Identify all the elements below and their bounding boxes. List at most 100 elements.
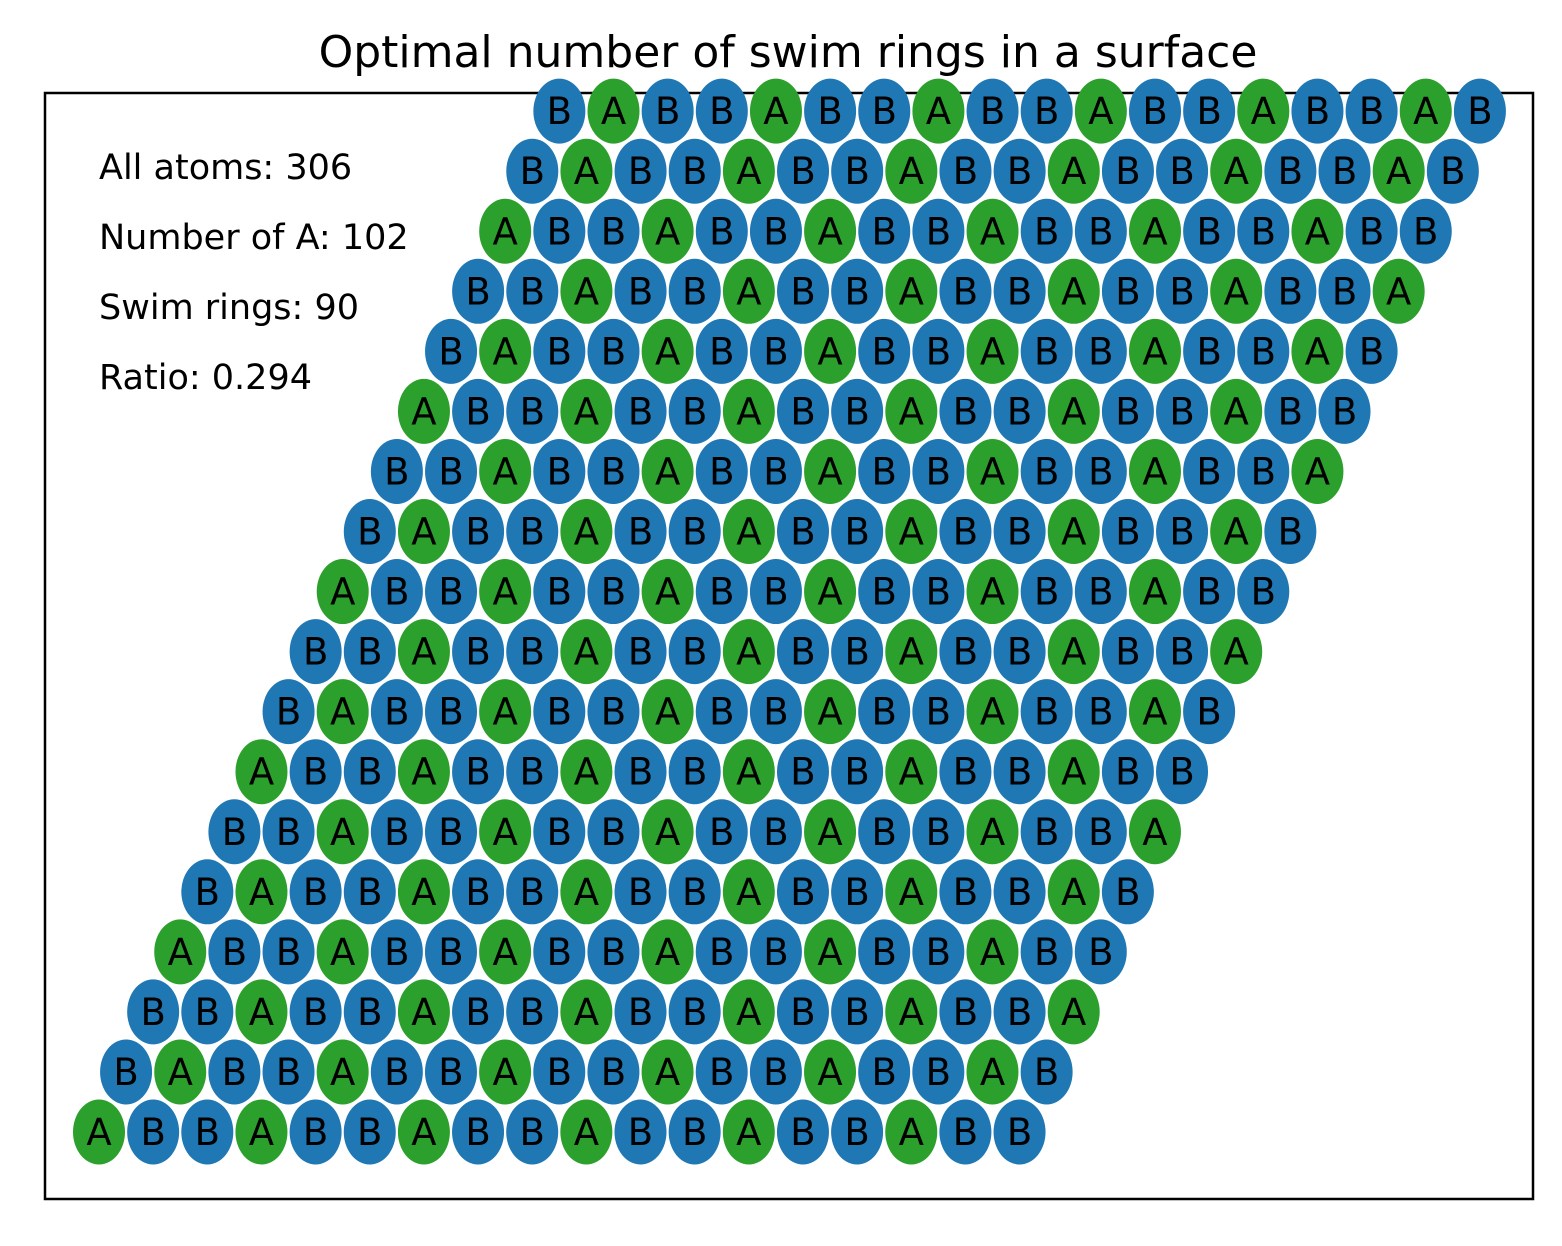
atom-b bbox=[1183, 679, 1236, 745]
atom-b bbox=[208, 799, 261, 865]
atom-b bbox=[1074, 559, 1127, 625]
atom-label: A bbox=[817, 1051, 842, 1094]
atom-a bbox=[749, 78, 802, 144]
atom-label: B bbox=[357, 631, 382, 674]
atom-label: B bbox=[1440, 150, 1465, 193]
atom-label: A bbox=[1061, 631, 1086, 674]
atom-b bbox=[1183, 559, 1236, 625]
atom-b bbox=[370, 919, 423, 985]
atom-b bbox=[208, 919, 261, 985]
atom-b bbox=[993, 1099, 1046, 1165]
atom-label: B bbox=[1196, 90, 1221, 133]
atom-label: B bbox=[763, 931, 788, 974]
atom-b bbox=[533, 1039, 586, 1105]
atom-label: B bbox=[872, 691, 897, 734]
atom-label: B bbox=[1007, 270, 1032, 313]
atom-label: A bbox=[249, 991, 274, 1034]
atom-b bbox=[749, 318, 802, 384]
atom-b bbox=[695, 198, 748, 264]
atom-label: A bbox=[574, 631, 599, 674]
atom-label: B bbox=[113, 1051, 138, 1094]
atom-label: B bbox=[1088, 931, 1113, 974]
atom-b bbox=[1156, 619, 1209, 685]
atom-b bbox=[939, 138, 992, 204]
atom-label: B bbox=[628, 751, 653, 794]
atom-label: B bbox=[1007, 511, 1032, 554]
atom-a bbox=[397, 619, 450, 685]
atom-label: B bbox=[1359, 90, 1384, 133]
atom-b bbox=[993, 258, 1046, 324]
atom-b bbox=[262, 919, 315, 985]
atom-a bbox=[804, 919, 857, 985]
atom-label: B bbox=[1169, 751, 1194, 794]
atom-b bbox=[533, 318, 586, 384]
atom-label: A bbox=[1386, 270, 1411, 313]
atom-b bbox=[912, 1039, 965, 1105]
atom-a bbox=[316, 919, 369, 985]
atom-b bbox=[1020, 318, 1073, 384]
atom-label: B bbox=[844, 1111, 869, 1154]
atom-b bbox=[1074, 919, 1127, 985]
atom-label: A bbox=[1224, 150, 1249, 193]
atom-b bbox=[1020, 1039, 1073, 1105]
atom-label: A bbox=[492, 1051, 517, 1094]
atom-a bbox=[804, 318, 857, 384]
atom-b bbox=[587, 198, 640, 264]
atom-label: A bbox=[736, 751, 761, 794]
atom-label: A bbox=[817, 931, 842, 974]
atom-label: A bbox=[899, 390, 924, 433]
atom-a bbox=[885, 979, 938, 1045]
atom-b bbox=[749, 799, 802, 865]
atom-label: B bbox=[790, 511, 815, 554]
atom-label: A bbox=[1413, 90, 1438, 133]
atom-b bbox=[1074, 318, 1127, 384]
atom-a bbox=[885, 378, 938, 444]
atom-b bbox=[858, 318, 911, 384]
atom-b bbox=[858, 559, 911, 625]
atom-label: A bbox=[1224, 631, 1249, 674]
atom-label: B bbox=[222, 811, 247, 854]
atom-b bbox=[1264, 499, 1317, 564]
atom-label: B bbox=[303, 991, 328, 1034]
atom-label: B bbox=[709, 811, 734, 854]
atom-label: B bbox=[926, 931, 951, 974]
atom-b bbox=[831, 258, 884, 324]
atom-label: B bbox=[628, 631, 653, 674]
atom-label: A bbox=[980, 210, 1005, 253]
atom-label: A bbox=[655, 691, 680, 734]
atom-label: B bbox=[682, 631, 707, 674]
atom-b bbox=[912, 559, 965, 625]
atom-label: B bbox=[1169, 270, 1194, 313]
atom-label: B bbox=[628, 511, 653, 554]
atom-label: B bbox=[1332, 270, 1357, 313]
atom-b bbox=[506, 739, 559, 805]
atom-b bbox=[1345, 318, 1398, 384]
atom-b bbox=[668, 499, 721, 564]
atom-b bbox=[1237, 318, 1290, 384]
atom-label: B bbox=[1007, 751, 1032, 794]
atom-label: B bbox=[1413, 210, 1438, 253]
atom-label: A bbox=[980, 571, 1005, 614]
atom-b bbox=[858, 438, 911, 504]
atom-lattice: A B B A B B A B B A B B A B B A B BB A B B A B B A B B A B B A B B A BB B A B… bbox=[73, 78, 1506, 1165]
atom-a bbox=[1237, 78, 1290, 144]
atom-b bbox=[425, 679, 478, 745]
atom-label: B bbox=[872, 210, 897, 253]
atom-label: A bbox=[736, 1111, 761, 1154]
atom-a bbox=[1047, 499, 1100, 564]
atom-label: B bbox=[357, 751, 382, 794]
atom-a bbox=[397, 1099, 450, 1165]
atom-a bbox=[1210, 499, 1263, 564]
atom-label: B bbox=[1169, 150, 1194, 193]
atom-label: B bbox=[844, 991, 869, 1034]
atom-label: A bbox=[926, 90, 951, 133]
atom-label: A bbox=[817, 330, 842, 373]
atom-label: B bbox=[926, 571, 951, 614]
atom-label: B bbox=[465, 991, 490, 1034]
atom-label: B bbox=[790, 631, 815, 674]
atom-b bbox=[749, 198, 802, 264]
stat-all-atoms: All atoms: 306 bbox=[99, 148, 352, 188]
atom-b bbox=[668, 1099, 721, 1165]
atom-label: B bbox=[1034, 90, 1059, 133]
atom-b bbox=[533, 679, 586, 745]
